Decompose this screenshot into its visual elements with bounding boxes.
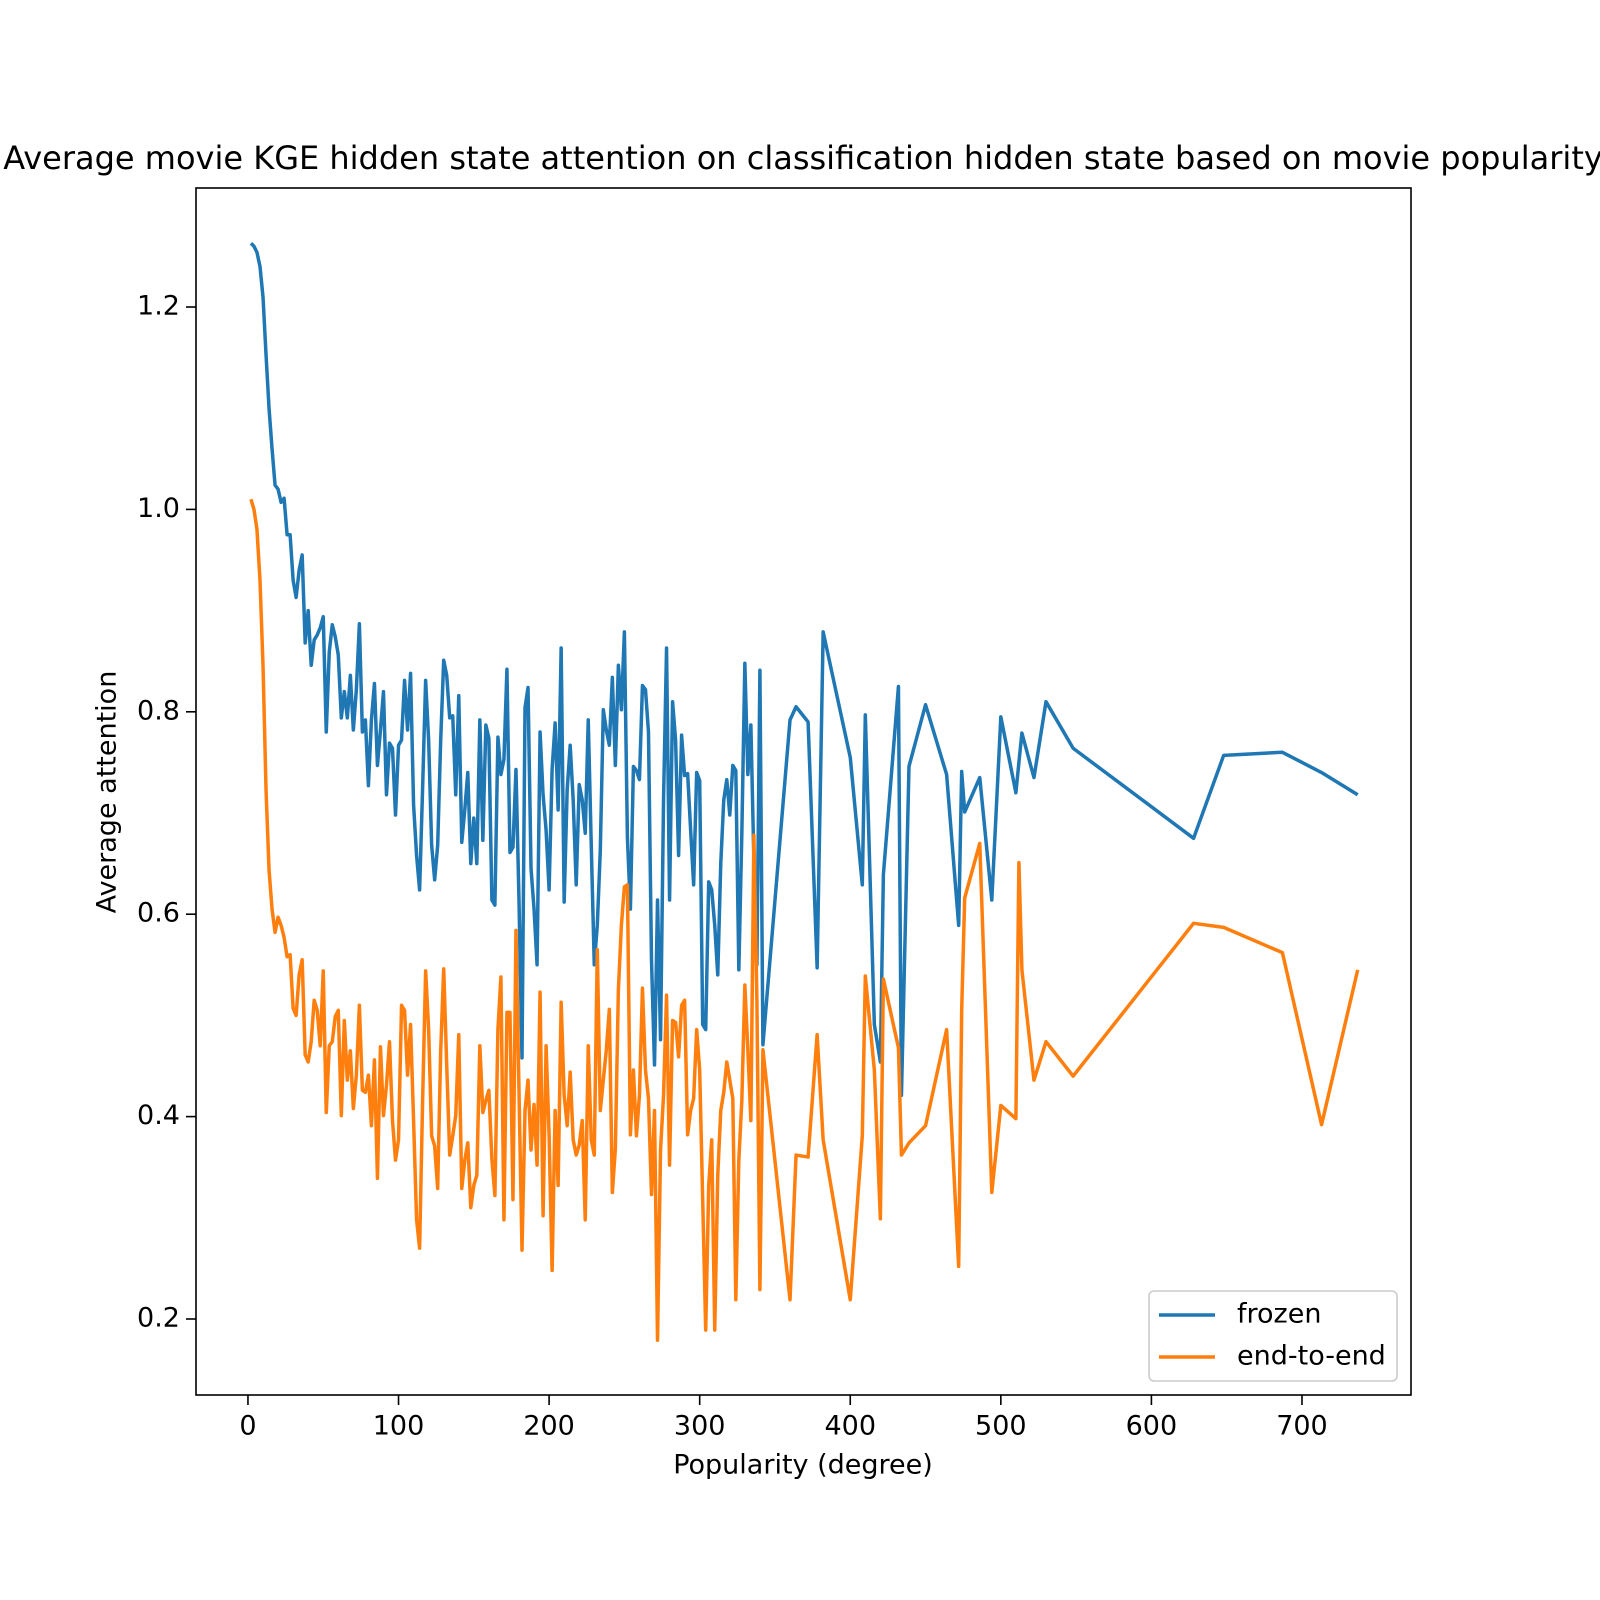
legend-label: frozen: [1237, 1299, 1321, 1330]
y-tick-label: 0.6: [137, 898, 180, 929]
x-tick-label: 300: [674, 1411, 726, 1442]
legend-label: end-to-end: [1237, 1341, 1386, 1372]
y-tick-label: 0.4: [137, 1100, 180, 1131]
y-axis-label: Average attention: [92, 671, 123, 914]
x-tick-label: 500: [975, 1411, 1027, 1442]
series-line: [249, 498, 1360, 1342]
y-tick-label: 0.8: [137, 695, 180, 726]
y-tick-label: 1.0: [137, 493, 180, 524]
y-tick-label: 0.2: [137, 1302, 180, 1333]
x-tick-label: 200: [523, 1411, 575, 1442]
x-tick-label: 0: [239, 1411, 256, 1442]
x-tick-label: 600: [1126, 1411, 1178, 1442]
x-axis-label: Popularity (degree): [673, 1450, 933, 1481]
series-line: [249, 242, 1359, 1098]
x-tick-label: 100: [373, 1411, 425, 1442]
x-tick-label: 700: [1276, 1411, 1328, 1442]
chart-title: Average movie KGE hidden state attention…: [3, 139, 1600, 177]
plot-frame: [195, 187, 1412, 1396]
y-tick-label: 1.2: [137, 291, 180, 322]
x-tick-label: 400: [824, 1411, 876, 1442]
